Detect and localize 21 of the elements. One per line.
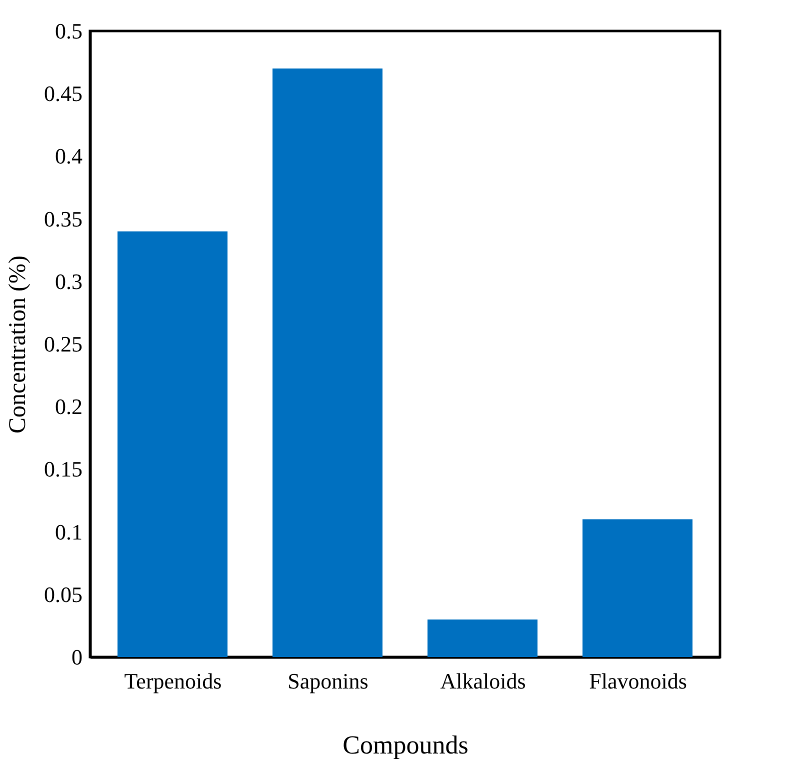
y-tick-label: 0.5 xyxy=(55,18,82,44)
y-tick-label: 0 xyxy=(72,644,82,670)
bar xyxy=(428,619,538,657)
bar xyxy=(272,68,382,657)
y-tick-label: 0.05 xyxy=(44,582,82,607)
y-tick-label: 0.45 xyxy=(44,81,82,106)
x-tick-label: Alkaloids xyxy=(440,668,526,694)
bar xyxy=(582,519,692,657)
x-tick-label: Saponins xyxy=(288,668,368,694)
y-tick-label: 0.3 xyxy=(55,268,82,294)
y-tick-label: 0.15 xyxy=(44,456,82,482)
y-tick-label: 0.35 xyxy=(44,206,82,232)
y-tick-label: 0.1 xyxy=(55,519,82,544)
bar xyxy=(118,231,228,657)
x-tick-label: Terpenoids xyxy=(124,668,222,694)
y-tick-label: 0.25 xyxy=(44,332,82,356)
y-tick-label: 0.2 xyxy=(55,394,82,420)
y-axis-title: Concentration (%) xyxy=(5,256,31,434)
x-axis-title: Compounds xyxy=(342,730,468,760)
y-tick-label: 0.4 xyxy=(55,144,82,169)
x-tick-label: Flavonoids xyxy=(589,668,687,694)
